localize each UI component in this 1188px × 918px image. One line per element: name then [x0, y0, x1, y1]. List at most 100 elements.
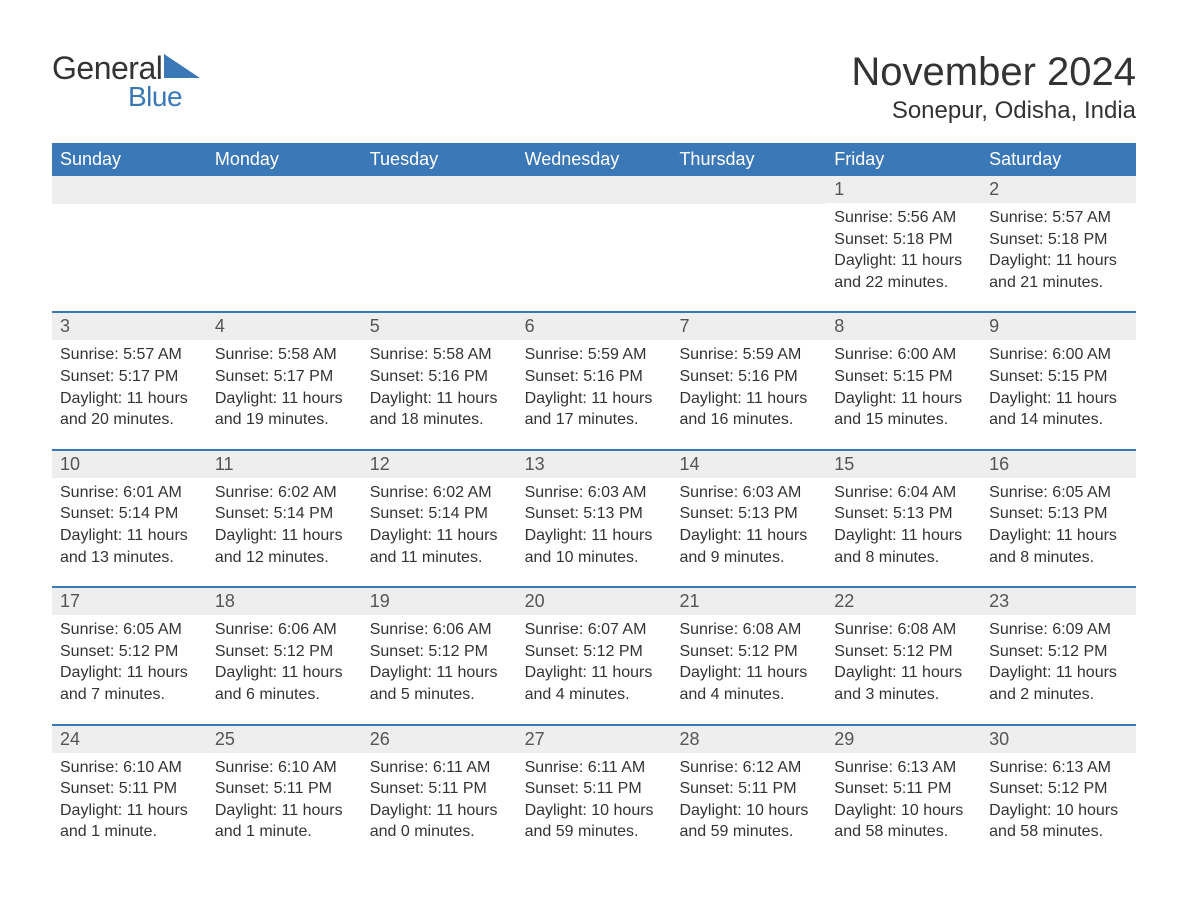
sunset-text: Sunset: 5:14 PM [370, 503, 509, 525]
sunset-text: Sunset: 5:16 PM [370, 366, 509, 388]
sunrise-text: Sunrise: 6:00 AM [834, 344, 973, 366]
day-number: 9 [981, 313, 1136, 340]
daylight-text: Daylight: 11 hours and 4 minutes. [679, 662, 818, 705]
day-details: Sunrise: 6:00 AMSunset: 5:15 PMDaylight:… [826, 340, 981, 448]
sunrise-text: Sunrise: 6:00 AM [989, 344, 1128, 366]
day-number: 2 [981, 176, 1136, 203]
day-cell [671, 176, 826, 311]
daylight-text: Daylight: 11 hours and 21 minutes. [989, 250, 1128, 293]
daylight-text: Daylight: 11 hours and 13 minutes. [60, 525, 199, 568]
sunset-text: Sunset: 5:13 PM [834, 503, 973, 525]
day-number: 16 [981, 451, 1136, 478]
sunrise-text: Sunrise: 6:03 AM [679, 482, 818, 504]
sunrise-text: Sunrise: 5:57 AM [989, 207, 1128, 229]
sunset-text: Sunset: 5:14 PM [215, 503, 354, 525]
sunrise-text: Sunrise: 5:56 AM [834, 207, 973, 229]
day-number: 24 [52, 726, 207, 753]
day-cell: 28Sunrise: 6:12 AMSunset: 5:11 PMDayligh… [671, 726, 826, 861]
logo-triangle-icon [164, 54, 200, 83]
week-row: 1Sunrise: 5:56 AMSunset: 5:18 PMDaylight… [52, 176, 1136, 311]
day-number: 30 [981, 726, 1136, 753]
day-number [671, 176, 826, 204]
title-block: November 2024 Sonepur, Odisha, India [851, 50, 1136, 125]
sunset-text: Sunset: 5:16 PM [679, 366, 818, 388]
daylight-text: Daylight: 11 hours and 10 minutes. [525, 525, 664, 568]
sunrise-text: Sunrise: 5:59 AM [525, 344, 664, 366]
day-details: Sunrise: 6:06 AMSunset: 5:12 PMDaylight:… [362, 615, 517, 723]
daylight-text: Daylight: 11 hours and 3 minutes. [834, 662, 973, 705]
daylight-text: Daylight: 10 hours and 58 minutes. [989, 800, 1128, 843]
day-details: Sunrise: 6:05 AMSunset: 5:13 PMDaylight:… [981, 478, 1136, 586]
logo-text-2: Blue [128, 81, 182, 113]
daylight-text: Daylight: 11 hours and 8 minutes. [989, 525, 1128, 568]
day-number: 22 [826, 588, 981, 615]
day-cell [52, 176, 207, 311]
day-cell: 7 Sunrise: 5:59 AMSunset: 5:16 PMDaylight… [671, 313, 826, 448]
day-number [207, 176, 362, 204]
daylight-text: Daylight: 11 hours and 11 minutes. [370, 525, 509, 568]
week-row: 3Sunrise: 5:57 AMSunset: 5:17 PMDaylight… [52, 311, 1136, 448]
day-number: 26 [362, 726, 517, 753]
day-cell: 25Sunrise: 6:10 AMSunset: 5:11 PMDayligh… [207, 726, 362, 861]
day-details: Sunrise: 6:08 AMSunset: 5:12 PMDaylight:… [826, 615, 981, 723]
sunrise-text: Sunrise: 5:59 AM [679, 344, 818, 366]
weekday-cell: Thursday [671, 143, 826, 176]
sunrise-text: Sunrise: 5:58 AM [215, 344, 354, 366]
day-cell [517, 176, 672, 311]
daylight-text: Daylight: 11 hours and 4 minutes. [525, 662, 664, 705]
month-title: November 2024 [851, 50, 1136, 95]
day-cell: 6Sunrise: 5:59 AMSunset: 5:16 PMDaylight… [517, 313, 672, 448]
day-details: Sunrise: 6:05 AMSunset: 5:12 PMDaylight:… [52, 615, 207, 723]
daylight-text: Daylight: 11 hours and 1 minute. [60, 800, 199, 843]
day-number: 28 [671, 726, 826, 753]
sunset-text: Sunset: 5:11 PM [834, 778, 973, 800]
day-number: 7 [671, 313, 826, 340]
weekday-header-row: SundayMondayTuesdayWednesdayThursdayFrid… [52, 143, 1136, 176]
day-number: 6 [517, 313, 672, 340]
daylight-text: Daylight: 11 hours and 0 minutes. [370, 800, 509, 843]
sunrise-text: Sunrise: 6:02 AM [215, 482, 354, 504]
daylight-text: Daylight: 11 hours and 1 minute. [215, 800, 354, 843]
day-number [362, 176, 517, 204]
day-cell: 24Sunrise: 6:10 AMSunset: 5:11 PMDayligh… [52, 726, 207, 861]
daylight-text: Daylight: 11 hours and 17 minutes. [525, 388, 664, 431]
header-row: General Blue November 2024 Sonepur, Odis… [52, 50, 1136, 125]
sunset-text: Sunset: 5:16 PM [525, 366, 664, 388]
day-cell: 19Sunrise: 6:06 AMSunset: 5:12 PMDayligh… [362, 588, 517, 723]
sunrise-text: Sunrise: 6:11 AM [525, 757, 664, 779]
daylight-text: Daylight: 11 hours and 14 minutes. [989, 388, 1128, 431]
daylight-text: Daylight: 11 hours and 16 minutes. [679, 388, 818, 431]
day-cell: 16Sunrise: 6:05 AMSunset: 5:13 PMDayligh… [981, 451, 1136, 586]
daylight-text: Daylight: 11 hours and 2 minutes. [989, 662, 1128, 705]
day-cell: 11Sunrise: 6:02 AMSunset: 5:14 PMDayligh… [207, 451, 362, 586]
sunset-text: Sunset: 5:17 PM [215, 366, 354, 388]
location-text: Sonepur, Odisha, India [851, 97, 1136, 125]
calendar: SundayMondayTuesdayWednesdayThursdayFrid… [52, 143, 1136, 861]
sunset-text: Sunset: 5:12 PM [525, 641, 664, 663]
sunset-text: Sunset: 5:11 PM [370, 778, 509, 800]
day-cell: 17Sunrise: 6:05 AMSunset: 5:12 PMDayligh… [52, 588, 207, 723]
sunset-text: Sunset: 5:15 PM [834, 366, 973, 388]
sunset-text: Sunset: 5:12 PM [215, 641, 354, 663]
sunset-text: Sunset: 5:12 PM [679, 641, 818, 663]
day-cell [207, 176, 362, 311]
day-cell: 29Sunrise: 6:13 AMSunset: 5:11 PMDayligh… [826, 726, 981, 861]
day-details: Sunrise: 5:59 AMSunset: 5:16 PMDaylight:… [517, 340, 672, 448]
day-number: 21 [671, 588, 826, 615]
day-number: 20 [517, 588, 672, 615]
daylight-text: Daylight: 11 hours and 19 minutes. [215, 388, 354, 431]
day-cell: 27Sunrise: 6:11 AMSunset: 5:11 PMDayligh… [517, 726, 672, 861]
sunset-text: Sunset: 5:12 PM [834, 641, 973, 663]
day-cell: 30Sunrise: 6:13 AMSunset: 5:12 PMDayligh… [981, 726, 1136, 861]
daylight-text: Daylight: 11 hours and 6 minutes. [215, 662, 354, 705]
sunset-text: Sunset: 5:17 PM [60, 366, 199, 388]
day-details: Sunrise: 6:10 AMSunset: 5:11 PMDaylight:… [207, 753, 362, 861]
daylight-text: Daylight: 11 hours and 22 minutes. [834, 250, 973, 293]
daylight-text: Daylight: 10 hours and 58 minutes. [834, 800, 973, 843]
day-number: 23 [981, 588, 1136, 615]
week-row: 10Sunrise: 6:01 AMSunset: 5:14 PMDayligh… [52, 449, 1136, 586]
daylight-text: Daylight: 11 hours and 7 minutes. [60, 662, 199, 705]
day-details: Sunrise: 6:11 AMSunset: 5:11 PMDaylight:… [517, 753, 672, 861]
day-number [52, 176, 207, 204]
week-row: 17Sunrise: 6:05 AMSunset: 5:12 PMDayligh… [52, 586, 1136, 723]
